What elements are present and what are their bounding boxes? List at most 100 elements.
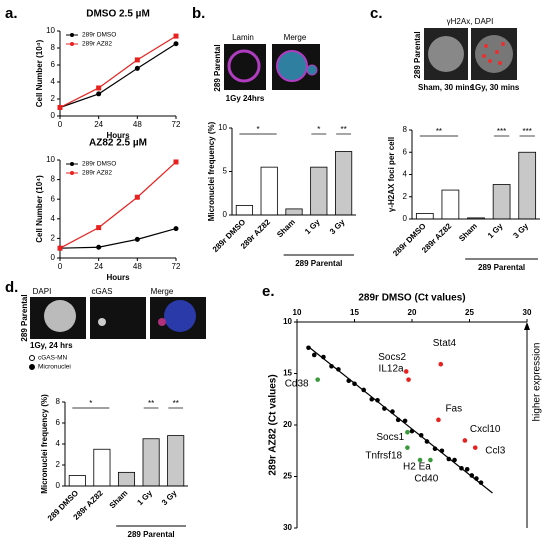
x-tick-label: 15 bbox=[350, 308, 359, 317]
nucleus-stain bbox=[428, 36, 464, 72]
point bbox=[311, 352, 317, 358]
x-tick-label: 1 Gy bbox=[135, 488, 154, 507]
bar bbox=[260, 166, 278, 216]
legend-label: 289r AZ82 bbox=[82, 41, 112, 48]
image-label: cGAS bbox=[92, 287, 113, 296]
bar bbox=[518, 151, 537, 220]
point bbox=[346, 378, 352, 384]
significance: *** bbox=[523, 127, 532, 136]
x-tick-label: 24 bbox=[94, 120, 103, 129]
data-line bbox=[59, 161, 177, 249]
point bbox=[403, 369, 409, 374]
x-tick-label: 0 bbox=[58, 262, 63, 271]
panel-label: d. bbox=[5, 279, 18, 296]
x-tick-label: 3 Gy bbox=[328, 217, 347, 236]
significance: ** bbox=[173, 399, 179, 408]
image-label: γH2Ax, DAPI bbox=[447, 17, 494, 26]
data-line bbox=[59, 35, 177, 109]
bar bbox=[335, 151, 353, 216]
legend-label: 289r DMSO bbox=[82, 32, 116, 39]
y-tick-label: 20 bbox=[283, 420, 292, 429]
point bbox=[306, 345, 311, 351]
marker bbox=[134, 194, 140, 200]
foci bbox=[482, 42, 505, 65]
legend-label: cGAS-MN bbox=[38, 355, 68, 362]
significance: ** bbox=[436, 127, 442, 136]
legend-label: 289r DMSO bbox=[82, 161, 116, 168]
y-tick-label: 0 bbox=[223, 210, 228, 219]
x-tick-label: 48 bbox=[133, 120, 142, 129]
point bbox=[478, 480, 484, 485]
point-label: Cd38 bbox=[285, 378, 309, 389]
point-label: Socs1 bbox=[376, 432, 404, 443]
image-label: Merge bbox=[284, 33, 307, 42]
x-tick-label: 30 bbox=[523, 308, 532, 317]
y-tick-label: 25 bbox=[283, 472, 292, 481]
y-tick-label: 2 bbox=[56, 460, 61, 469]
y-tick-label: 8 bbox=[56, 397, 61, 406]
legend-marker bbox=[70, 162, 74, 166]
marker bbox=[96, 85, 102, 91]
marker bbox=[173, 226, 179, 232]
x-tick-label: 10 bbox=[293, 308, 302, 317]
group-label: 289 Parental bbox=[478, 263, 525, 272]
point bbox=[369, 396, 375, 402]
y-tick-label: 8 bbox=[51, 175, 56, 184]
image-label: 1Gy, 30 mins bbox=[471, 83, 520, 92]
panel-label: e. bbox=[262, 283, 275, 300]
point bbox=[402, 418, 408, 424]
y-tick-label: 10 bbox=[218, 123, 227, 132]
significance: * bbox=[317, 125, 320, 134]
y-axis-label: γ-H2AX foci per cell bbox=[387, 137, 396, 212]
point-label: Fas bbox=[445, 403, 462, 414]
bar bbox=[167, 435, 185, 487]
x-axis-label: 289r DMSO (Ct values) bbox=[358, 293, 465, 304]
image-label: Lamin bbox=[232, 33, 254, 42]
image-label: 1Gy, 24 hrs bbox=[30, 341, 73, 350]
y-tick-label: 10 bbox=[283, 317, 292, 326]
marker bbox=[134, 65, 140, 71]
x-tick-label: Sham bbox=[275, 218, 297, 240]
group-label: 289 Parental bbox=[295, 259, 342, 268]
point bbox=[406, 377, 411, 382]
point bbox=[375, 397, 380, 403]
point bbox=[352, 381, 357, 387]
x-tick-label: 24 bbox=[94, 262, 103, 271]
y-tick-label: 0 bbox=[51, 111, 56, 120]
point bbox=[390, 409, 395, 414]
micronucleus bbox=[306, 64, 318, 76]
point bbox=[474, 476, 479, 481]
bar bbox=[142, 438, 160, 487]
image-label: DAPI bbox=[33, 287, 52, 296]
point bbox=[436, 417, 441, 423]
point-label: Socs2 bbox=[378, 352, 406, 363]
x-tick-label: 0 bbox=[58, 120, 63, 129]
micronucleus bbox=[158, 318, 166, 326]
point-label: Ccl3 bbox=[485, 445, 505, 456]
x-tick-label: 3 Gy bbox=[511, 221, 530, 240]
bar bbox=[285, 208, 303, 216]
x-tick-label: 1 Gy bbox=[486, 221, 505, 240]
y-tick-label: 0 bbox=[51, 253, 56, 262]
bar bbox=[441, 189, 460, 220]
x-tick-label: 48 bbox=[133, 262, 142, 271]
legend-label: Micronuclei bbox=[38, 364, 71, 371]
x-tick-label: 289r DMSO bbox=[391, 222, 428, 259]
image-label: Merge bbox=[151, 287, 174, 296]
marker bbox=[57, 105, 63, 110]
y-tick-label: 8 bbox=[51, 43, 56, 52]
chart-title: AZ82 2.5 µM bbox=[89, 138, 147, 149]
data-line bbox=[59, 228, 177, 249]
annotation: higher expression bbox=[532, 343, 543, 422]
marker bbox=[57, 245, 63, 251]
x-tick-label: 25 bbox=[465, 308, 474, 317]
x-tick-label: 72 bbox=[172, 262, 181, 271]
point bbox=[321, 354, 326, 360]
y-tick-label: 2 bbox=[51, 234, 56, 243]
point bbox=[417, 457, 423, 463]
legend-marker bbox=[70, 171, 74, 175]
group-label: 289 Parental bbox=[128, 530, 175, 539]
image-label: Sham, 30 mins bbox=[418, 83, 475, 92]
significance: * bbox=[256, 125, 259, 134]
